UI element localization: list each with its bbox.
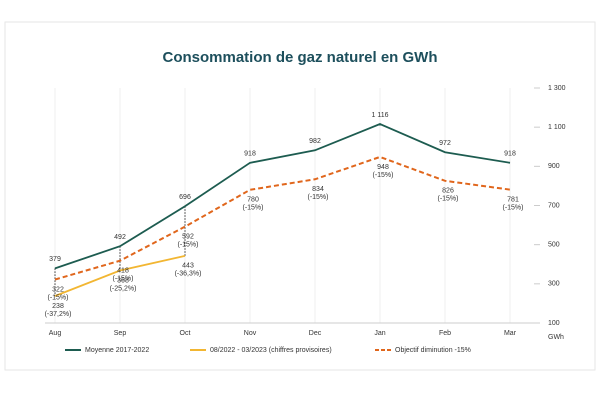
- legend-label: 08/2022 - 03/2023 (chiffres provisoires): [210, 347, 332, 354]
- x-tick-label: Oct: [180, 330, 191, 337]
- y-tick-label: 900: [548, 163, 560, 170]
- data-note: (-25,2%): [110, 285, 137, 292]
- data-note: (-15%): [112, 276, 133, 283]
- series-line: [54, 254, 186, 297]
- data-note: (-15%): [437, 196, 458, 203]
- series-line: [54, 123, 511, 270]
- data-label: 948: [377, 164, 389, 171]
- series-line: [54, 155, 511, 281]
- x-tick-label: Dec: [309, 330, 322, 337]
- data-note: (-15%): [307, 194, 328, 201]
- legend-label: Moyenne 2017-2022: [85, 347, 149, 354]
- data-label: 238: [52, 303, 64, 310]
- data-label: 696: [179, 194, 191, 201]
- y-tick-label: 1 100: [548, 124, 566, 131]
- chart-frame: [4, 21, 596, 371]
- x-tick-label: Aug: [49, 330, 62, 337]
- x-tick-label: Nov: [244, 330, 257, 337]
- data-label: 781: [507, 196, 519, 203]
- data-note: (-15%): [502, 204, 523, 211]
- data-label: 972: [439, 140, 451, 147]
- data-label: 826: [442, 188, 454, 195]
- data-label: 592: [182, 233, 194, 240]
- x-tick-label: Feb: [439, 330, 451, 337]
- data-label: 443: [182, 263, 194, 270]
- data-label: 918: [244, 151, 256, 158]
- data-label: 322: [52, 286, 64, 293]
- data-label: 379: [49, 256, 61, 263]
- y-tick-label: 700: [548, 202, 560, 209]
- data-label: 492: [114, 234, 126, 241]
- chart-title: Consommation de gaz naturel en GWh: [162, 49, 437, 66]
- data-label: 918: [504, 151, 516, 158]
- y-tick-label: 500: [548, 242, 560, 249]
- data-label: 780: [247, 197, 259, 204]
- x-tick-label: Mar: [504, 330, 517, 337]
- data-label: 982: [309, 138, 321, 145]
- data-label: 368: [117, 277, 129, 284]
- data-label: 418: [117, 268, 129, 275]
- y-tick-label: 1 300: [548, 85, 566, 92]
- data-note: (-15%): [372, 172, 393, 179]
- data-note: (-37,2%): [45, 311, 72, 318]
- data-note: (-15%): [242, 205, 263, 212]
- data-label: 1 116: [372, 112, 389, 119]
- y-tick-label: 100: [548, 320, 560, 327]
- data-note: (-15%): [47, 294, 68, 301]
- data-note: (-36,3%): [175, 271, 202, 278]
- x-tick-label: Jan: [374, 330, 385, 337]
- y-unit: GWh: [548, 334, 564, 341]
- y-tick-label: 300: [548, 281, 560, 288]
- data-label: 834: [312, 186, 324, 193]
- legend-label: Objectif diminution -15%: [395, 347, 471, 354]
- data-note: (-15%): [177, 241, 198, 248]
- x-tick-label: Sep: [114, 330, 127, 337]
